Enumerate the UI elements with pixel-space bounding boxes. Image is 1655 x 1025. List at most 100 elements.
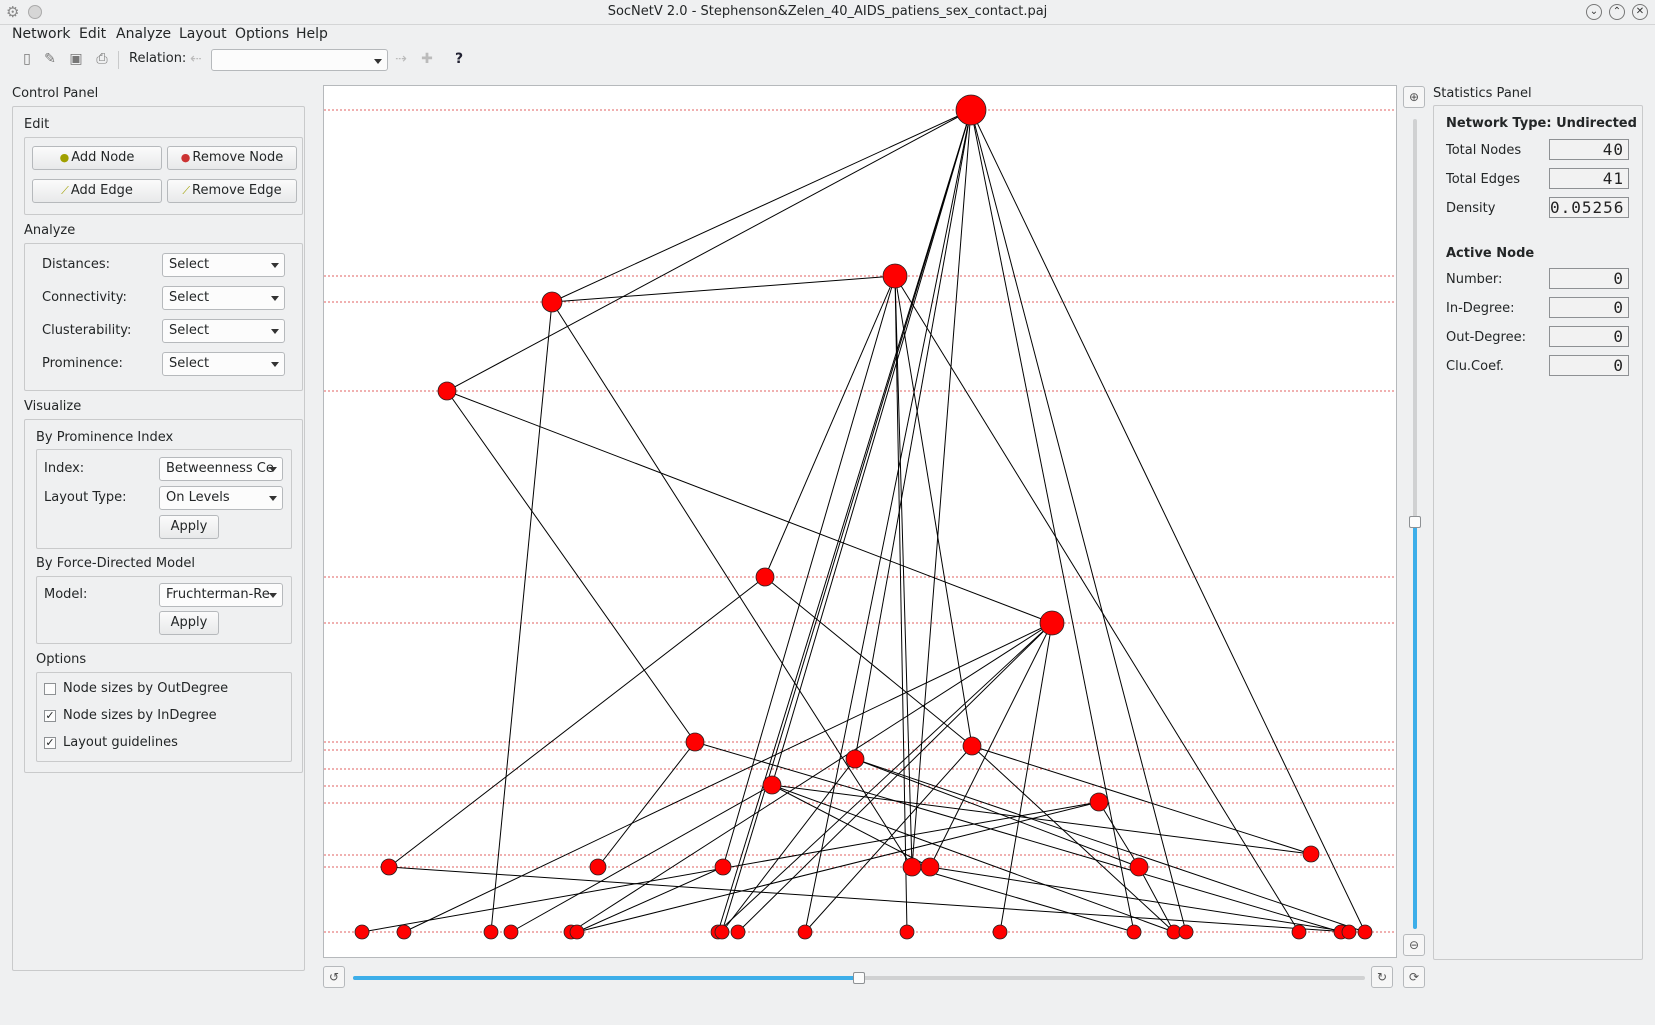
menu-layout[interactable]: Layout (179, 26, 227, 42)
graph-node[interactable] (589, 858, 607, 876)
graph-edge[interactable] (446, 109, 972, 392)
next-relation-icon[interactable]: ⇢ (395, 51, 407, 67)
graph-node[interactable] (920, 857, 940, 877)
graph-edge[interactable] (854, 109, 972, 760)
graph-edge[interactable] (576, 801, 1100, 933)
graph-edge[interactable] (929, 622, 1053, 868)
graph-edge[interactable] (970, 109, 1135, 933)
minimize-icon[interactable]: ⌄ (1586, 4, 1602, 20)
graph-edge[interactable] (694, 741, 1342, 933)
graph-edge[interactable] (804, 745, 973, 933)
graph-edge[interactable] (929, 866, 1350, 933)
rotate-left-icon[interactable]: ↺ (323, 966, 345, 988)
menu-help[interactable]: Help (296, 26, 328, 42)
graph-edge[interactable] (970, 109, 1187, 933)
graph-node[interactable] (762, 775, 782, 795)
prominence-select[interactable]: Select (162, 352, 285, 376)
pin-icon[interactable] (28, 5, 42, 19)
add-node-button[interactable]: ● Add Node (32, 146, 162, 170)
graph-node[interactable] (503, 924, 519, 940)
network-graph[interactable] (324, 86, 1396, 957)
graph-edge[interactable] (576, 866, 724, 933)
menu-edit[interactable]: Edit (79, 26, 107, 42)
graph-node[interactable] (714, 858, 732, 876)
graph-node[interactable] (899, 924, 915, 940)
relation-select[interactable] (211, 49, 388, 71)
remove-edge-button[interactable]: ⟋ Remove Edge (167, 179, 297, 203)
graph-edge[interactable] (490, 301, 553, 933)
close-icon[interactable]: ✕ (1632, 4, 1648, 20)
graph-node[interactable] (714, 924, 730, 940)
graph-edge[interactable] (911, 866, 1135, 933)
clusterability-select[interactable]: Select (162, 319, 285, 343)
save-icon[interactable]: ▣ (69, 51, 83, 67)
graph-edge[interactable] (388, 576, 766, 868)
graph-node[interactable] (541, 291, 563, 313)
graph-canvas[interactable] (323, 85, 1397, 958)
graph-node[interactable] (685, 732, 705, 752)
graph-node[interactable] (396, 924, 412, 940)
new-file-icon[interactable]: ▯ (23, 51, 31, 67)
prominence-index-select[interactable]: Betweenness Ce (159, 457, 283, 481)
graph-node[interactable] (845, 749, 865, 769)
node-sizes-outdegree-checkbox[interactable] (44, 683, 56, 695)
connectivity-select[interactable]: Select (162, 286, 285, 310)
graph-node[interactable] (755, 567, 775, 587)
graph-edge[interactable] (764, 576, 973, 747)
graph-edge[interactable] (764, 275, 896, 578)
graph-edge[interactable] (717, 622, 1053, 933)
graph-node[interactable] (1302, 845, 1320, 863)
graph-edge[interactable] (403, 622, 1053, 933)
graph-node[interactable] (1039, 610, 1065, 636)
graph-node[interactable] (797, 924, 813, 940)
prominence-apply-button[interactable]: Apply (159, 515, 219, 539)
graph-edge[interactable] (388, 866, 1350, 933)
graph-edge[interactable] (911, 109, 972, 868)
graph-edge[interactable] (510, 784, 773, 933)
graph-edge[interactable] (854, 758, 1366, 933)
graph-edge[interactable] (999, 622, 1053, 933)
node-sizes-indegree-checkbox[interactable]: ✓ (44, 709, 56, 722)
graph-node[interactable] (1291, 924, 1307, 940)
graph-edge[interactable] (1138, 866, 1175, 933)
zoom-in-icon[interactable]: ⊕ (1403, 86, 1425, 108)
graph-edge[interactable] (971, 745, 1312, 855)
graph-edge[interactable] (1098, 801, 1140, 868)
graph-edge[interactable] (551, 275, 896, 303)
graph-node[interactable] (437, 381, 457, 401)
graph-node[interactable] (955, 94, 987, 126)
previous-relation-icon[interactable]: ⇠ (190, 51, 202, 67)
add-edge-button[interactable]: ⟋ Add Edge (32, 179, 162, 203)
graph-edge[interactable] (551, 301, 913, 868)
force-apply-button[interactable]: Apply (159, 611, 219, 635)
layout-type-select[interactable]: On Levels (159, 486, 283, 510)
graph-edge[interactable] (971, 745, 1175, 933)
rotate-right-icon[interactable]: ↻ (1371, 966, 1393, 988)
whats-this-help-icon[interactable]: ? (454, 51, 464, 67)
graph-node[interactable] (902, 857, 922, 877)
graph-edge[interactable] (717, 109, 972, 933)
graph-node[interactable] (1357, 924, 1373, 940)
app-gear-icon[interactable]: ⚙ (6, 3, 20, 21)
remove-node-button[interactable]: ● Remove Node (167, 146, 297, 170)
graph-node[interactable] (1126, 924, 1142, 940)
graph-edge[interactable] (737, 622, 1053, 933)
graph-node[interactable] (882, 263, 908, 289)
graph-edge[interactable] (551, 109, 972, 303)
graph-node[interactable] (730, 924, 746, 940)
layout-guidelines-checkbox[interactable]: ✓ (44, 736, 56, 749)
graph-node[interactable] (1341, 924, 1357, 940)
graph-node[interactable] (569, 924, 585, 940)
add-relation-icon[interactable]: ✚ (421, 51, 433, 67)
zoom-slider-handle[interactable] (1409, 516, 1421, 528)
print-icon[interactable]: ⎙ (96, 51, 108, 67)
graph-node[interactable] (1178, 924, 1194, 940)
open-file-icon[interactable]: ✎ (44, 51, 56, 67)
graph-edge[interactable] (771, 784, 1312, 855)
graph-node[interactable] (992, 924, 1008, 940)
graph-edge[interactable] (771, 784, 1175, 933)
graph-edge[interactable] (854, 758, 1140, 868)
zoom-out-icon[interactable]: ⊖ (1403, 934, 1425, 956)
graph-node[interactable] (1129, 857, 1149, 877)
graph-node[interactable] (1089, 792, 1109, 812)
